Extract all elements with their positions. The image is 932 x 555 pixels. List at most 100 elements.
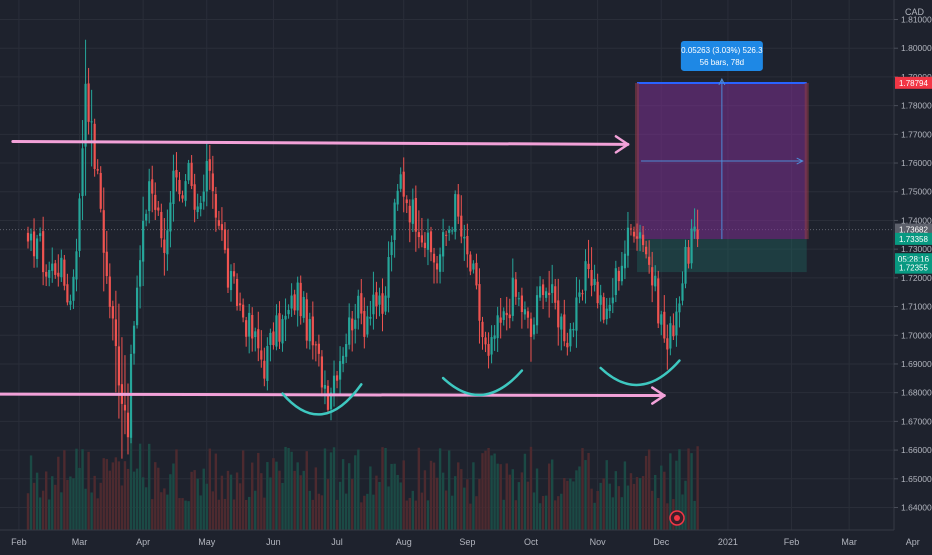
candle-body — [54, 263, 57, 275]
candle-body — [681, 283, 684, 301]
time-tick-label: Mar — [841, 537, 857, 547]
candle-body — [196, 206, 199, 213]
volume-bar — [138, 443, 142, 530]
volume-bar — [60, 492, 63, 530]
candle-body — [293, 294, 296, 311]
volume-bar — [632, 483, 636, 530]
candle-body — [181, 195, 184, 199]
candle-body — [211, 173, 214, 192]
volume-bar — [623, 461, 627, 530]
candle-body — [348, 317, 351, 345]
candle-body — [454, 194, 457, 232]
volume-bar — [263, 497, 266, 530]
volume-bar — [454, 476, 457, 530]
candle-body — [466, 236, 469, 255]
price-label-tag — [895, 232, 932, 245]
candle-body — [538, 286, 542, 298]
candle-body — [687, 247, 690, 264]
time-tick-label: Nov — [590, 537, 607, 547]
candle-body — [557, 300, 560, 328]
volume-bar — [154, 462, 157, 530]
resistance-line[interactable] — [11, 140, 630, 146]
candle-body — [87, 83, 90, 122]
candle-body — [375, 292, 378, 307]
candle-body — [163, 239, 166, 253]
candle-body — [554, 286, 557, 303]
candle-body — [460, 215, 463, 237]
candle-body — [66, 284, 69, 303]
measure-tool[interactable]: 0.05263 (3.03%) 526.3 56 bars, 78d — [635, 40, 809, 273]
time-tick-label: Feb — [784, 537, 800, 547]
volume-bar — [484, 450, 487, 530]
time-axis[interactable]: Feb Mar Apr May Jun Jul Aug Sep Oct Nov Dec 2021 Feb… — [0, 529, 932, 550]
price-label-text: 05:28:16 — [898, 255, 930, 264]
candle-body — [457, 194, 460, 217]
candle-body — [245, 320, 248, 337]
volume-bar — [302, 470, 305, 530]
candle-body — [281, 319, 284, 344]
volume-bar — [241, 450, 245, 530]
candle-body — [469, 254, 472, 272]
volume-bar — [469, 503, 472, 530]
candle-body — [205, 161, 208, 192]
cup-arc[interactable] — [281, 383, 363, 416]
time-tick-label: Aug — [396, 537, 412, 547]
measure-info-box[interactable] — [680, 40, 763, 71]
volume-bar — [66, 479, 69, 530]
drawings[interactable] — [0, 135, 681, 416]
volume-bar — [502, 499, 505, 530]
support-line[interactable] — [0, 392, 666, 398]
price-tick-label: 1.67000 — [901, 416, 932, 426]
candle-body — [187, 162, 190, 181]
candle-body — [517, 298, 520, 300]
volume-bar — [411, 490, 415, 530]
volume-bar — [396, 474, 399, 530]
volume-bar — [626, 485, 630, 530]
volume-bar — [48, 499, 51, 530]
volume-bar — [678, 449, 681, 530]
candle-body — [175, 169, 178, 178]
candle-body — [223, 229, 227, 250]
candle-body — [248, 312, 251, 337]
candle-body — [626, 227, 630, 256]
event-badge[interactable] — [669, 510, 685, 526]
candle-body — [342, 355, 345, 364]
candle-body — [32, 231, 36, 257]
volume-bar — [466, 479, 469, 530]
volume-bar — [620, 497, 624, 530]
candle-body — [390, 242, 393, 256]
volume-bar — [114, 457, 118, 530]
candle-body — [151, 179, 154, 194]
volume-bar — [429, 460, 433, 530]
volume-bar — [644, 455, 648, 530]
volume-bar — [351, 479, 354, 530]
candle-body — [45, 271, 48, 277]
arrow-head-right[interactable] — [651, 386, 666, 405]
candle-body — [435, 263, 439, 270]
volume-bar — [441, 472, 445, 530]
volume-bar — [296, 462, 299, 530]
candle-body — [611, 297, 614, 304]
volume-bar — [478, 478, 481, 530]
candle-body — [266, 346, 269, 381]
candle-body — [641, 234, 645, 246]
volume-bar — [105, 459, 108, 530]
candle-body — [684, 246, 687, 284]
candle-body — [239, 303, 242, 306]
cup-arc[interactable] — [599, 359, 681, 387]
volume-bar — [687, 448, 690, 530]
volume-bar — [647, 449, 651, 530]
candle-body — [645, 246, 648, 255]
volume-bar — [181, 498, 184, 530]
volume-bar — [299, 475, 302, 530]
measure-bars-label: 56 bars, 78d — [700, 58, 744, 67]
candle-body — [463, 236, 466, 239]
candle-body — [648, 256, 651, 265]
candle-body — [78, 198, 81, 251]
volume-bar — [281, 482, 284, 530]
volume-bar — [423, 470, 427, 530]
cup-arc[interactable] — [441, 369, 524, 397]
arrow-head-right[interactable] — [614, 135, 630, 154]
